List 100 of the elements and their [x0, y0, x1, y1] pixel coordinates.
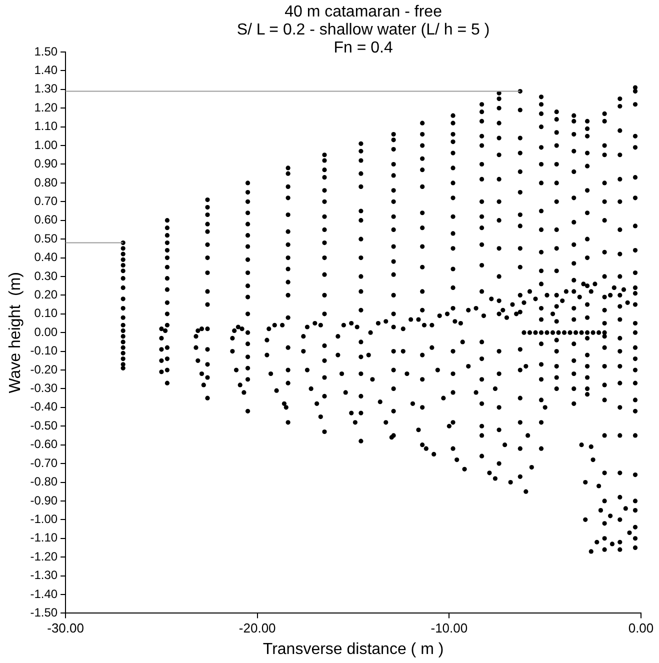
y-tick-label: 1.20 — [34, 100, 58, 114]
point — [496, 199, 502, 204]
y-tick-label: -1.10 — [30, 530, 58, 545]
point — [618, 104, 622, 109]
point — [479, 262, 484, 268]
point — [236, 324, 240, 330]
point — [245, 199, 250, 204]
point — [596, 330, 602, 335]
point — [391, 132, 396, 137]
point — [322, 199, 327, 204]
point — [572, 148, 576, 154]
point — [322, 343, 327, 348]
point — [245, 222, 250, 226]
point — [245, 377, 250, 382]
point — [479, 134, 484, 138]
point — [416, 428, 421, 432]
point — [518, 246, 522, 251]
point — [618, 349, 622, 354]
point — [301, 334, 306, 339]
point — [518, 190, 522, 195]
point — [391, 312, 396, 316]
annotation: Fn = 0.4 — [334, 39, 393, 56]
point — [583, 517, 588, 522]
point — [632, 536, 638, 541]
point — [554, 162, 559, 167]
point — [518, 420, 522, 425]
point — [312, 320, 318, 326]
point — [322, 255, 327, 260]
point — [529, 464, 534, 470]
point — [400, 349, 406, 354]
point — [538, 111, 544, 116]
point — [584, 364, 590, 369]
point — [336, 352, 340, 358]
point — [205, 347, 210, 352]
point — [479, 214, 484, 219]
point — [245, 342, 250, 346]
point — [554, 268, 559, 274]
point — [632, 408, 638, 414]
point — [479, 242, 484, 247]
point — [452, 319, 458, 324]
point — [205, 302, 210, 307]
point — [391, 408, 396, 414]
point — [120, 257, 126, 262]
point — [199, 371, 204, 376]
point — [496, 176, 502, 182]
point — [572, 261, 576, 266]
point — [194, 334, 198, 339]
point — [572, 278, 576, 283]
point — [496, 96, 502, 102]
point — [201, 382, 206, 388]
point — [245, 312, 250, 316]
point — [618, 364, 622, 369]
point — [358, 148, 364, 154]
point — [572, 220, 576, 225]
point — [120, 296, 126, 302]
point — [358, 184, 364, 189]
point — [538, 102, 544, 107]
x-tick-label: -20.00 — [238, 620, 276, 636]
point — [621, 287, 626, 292]
point — [391, 368, 396, 372]
point — [632, 224, 638, 228]
y-tick-label: -0.80 — [30, 474, 58, 489]
point — [454, 458, 460, 462]
point — [450, 166, 456, 170]
point — [479, 162, 484, 167]
point — [583, 480, 588, 485]
point — [435, 368, 440, 372]
point — [420, 377, 425, 382]
point — [584, 164, 590, 168]
point — [120, 334, 126, 339]
point — [584, 302, 590, 307]
point — [632, 545, 638, 550]
point — [420, 143, 425, 148]
y-tick-label: -1.20 — [30, 549, 58, 564]
point — [560, 298, 565, 304]
point — [602, 274, 607, 279]
point — [602, 294, 607, 300]
point — [286, 380, 290, 386]
point — [568, 330, 572, 335]
point — [268, 371, 274, 376]
point — [230, 349, 235, 354]
point — [286, 166, 290, 170]
point — [572, 358, 576, 363]
point — [554, 319, 559, 324]
point — [205, 255, 210, 260]
point — [584, 336, 590, 341]
point — [391, 214, 396, 219]
point — [164, 218, 170, 223]
point — [450, 246, 456, 251]
point — [618, 128, 622, 133]
point — [618, 227, 622, 232]
point — [245, 210, 250, 216]
point — [632, 330, 638, 335]
point — [632, 498, 638, 504]
point — [424, 446, 428, 451]
point — [164, 322, 170, 328]
point — [572, 169, 576, 174]
point — [358, 438, 364, 444]
point — [602, 111, 607, 116]
point — [322, 292, 327, 298]
